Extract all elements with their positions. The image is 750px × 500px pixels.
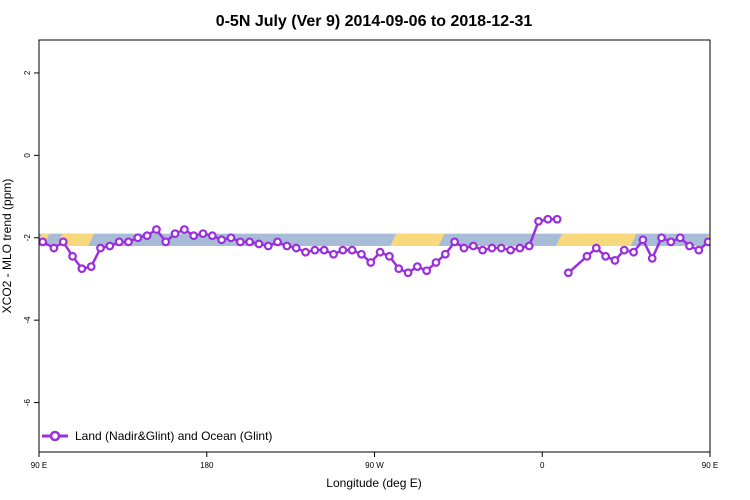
data-point [263,241,273,251]
data-point [385,251,394,261]
data-point [647,253,657,263]
data-point [198,229,208,239]
data-point [403,268,413,278]
data-point [563,268,573,278]
x-tick-label: 0 [540,461,545,470]
data-point [619,245,629,255]
data-point [282,241,292,251]
legend-entry: Land (Nadir&Glint) and Ocean (Glint) [75,429,272,443]
data-point [338,245,348,255]
data-point [601,251,611,261]
data-point [161,237,171,247]
y-axis-label: XCO2 - MLO trend (ppm) [0,179,14,314]
x-tick-label: 180 [200,461,214,470]
data-point [133,233,143,243]
data-point [478,245,488,255]
data-point [226,233,236,243]
data-point [77,264,87,274]
x-tick-label: 90 W [365,461,384,470]
data-point [543,214,553,224]
band-layer [39,233,710,246]
data-point [468,241,478,251]
data-point [217,235,227,245]
data-point [723,239,730,246]
x-axis: 90 E 180 90 W 0 90 E [31,452,718,470]
y-tick-label: -4 [23,316,32,324]
data-point [124,237,133,247]
data-point [524,241,534,251]
data-point [694,245,704,255]
data-point [273,237,282,247]
x-tick-label: 90 E [31,461,47,470]
data-point [742,263,749,270]
data-point [235,237,245,247]
data-point [496,243,506,253]
data-point [610,256,620,265]
data-point [170,229,180,239]
data-point [450,237,460,247]
data-point [703,237,710,247]
data-point [152,225,161,234]
land-band-segment [556,233,637,246]
data-point [629,247,638,257]
data-point [552,214,562,224]
data-point [291,243,301,253]
data-point [733,251,740,258]
data-point [487,243,497,253]
data-point [534,216,543,226]
data-point [254,239,264,249]
data-point [657,233,666,243]
ocean-band [39,233,710,246]
data-point [96,243,105,253]
data-point [39,237,48,247]
data-point [591,243,601,253]
y-tick-label: 0 [23,153,32,158]
y-tick-label: -6 [23,398,32,406]
data-point [459,243,469,253]
data-point [58,237,68,247]
data-point [422,266,432,276]
data-point [329,249,338,259]
data-point [375,247,385,257]
data-point [86,262,96,272]
data-point [189,231,199,241]
data-point [714,245,721,252]
data-point [49,243,59,253]
y-axis: 2 0 -2 -4 -6 [23,70,39,406]
data-point [207,231,217,241]
data-point [412,262,422,272]
data-point [666,237,676,247]
data-point [142,231,152,241]
data-point [114,237,124,247]
y-tick-label: -2 [23,234,32,242]
data-point [506,245,515,255]
data-point [245,237,255,247]
data-point [179,225,189,234]
data-point [515,243,525,253]
x-tick-label: 90 E [702,461,718,470]
series-line [567,236,710,274]
land-band-segment [390,233,445,246]
chart-title: 0-5N July (Ver 9) 2014-09-06 to 2018-12-… [216,13,533,30]
x-axis-label: Longitude (deg E) [326,476,421,490]
data-point [68,251,77,261]
data-point [366,258,376,267]
data-point [638,235,648,245]
legend: Land (Nadir&Glint) and Ocean (Glint) [42,429,272,443]
data-point [310,245,320,255]
data-point [675,233,685,243]
data-point [394,264,404,274]
data-point [319,245,329,255]
legend-marker [49,430,61,442]
data-point [357,249,366,259]
data-point [301,247,310,257]
data-point [347,245,357,255]
data-point [431,258,441,267]
data-point [685,241,694,251]
y-tick-label: 2 [23,70,32,75]
data-point [105,241,115,251]
data-point [440,249,450,259]
data-point [582,251,592,261]
